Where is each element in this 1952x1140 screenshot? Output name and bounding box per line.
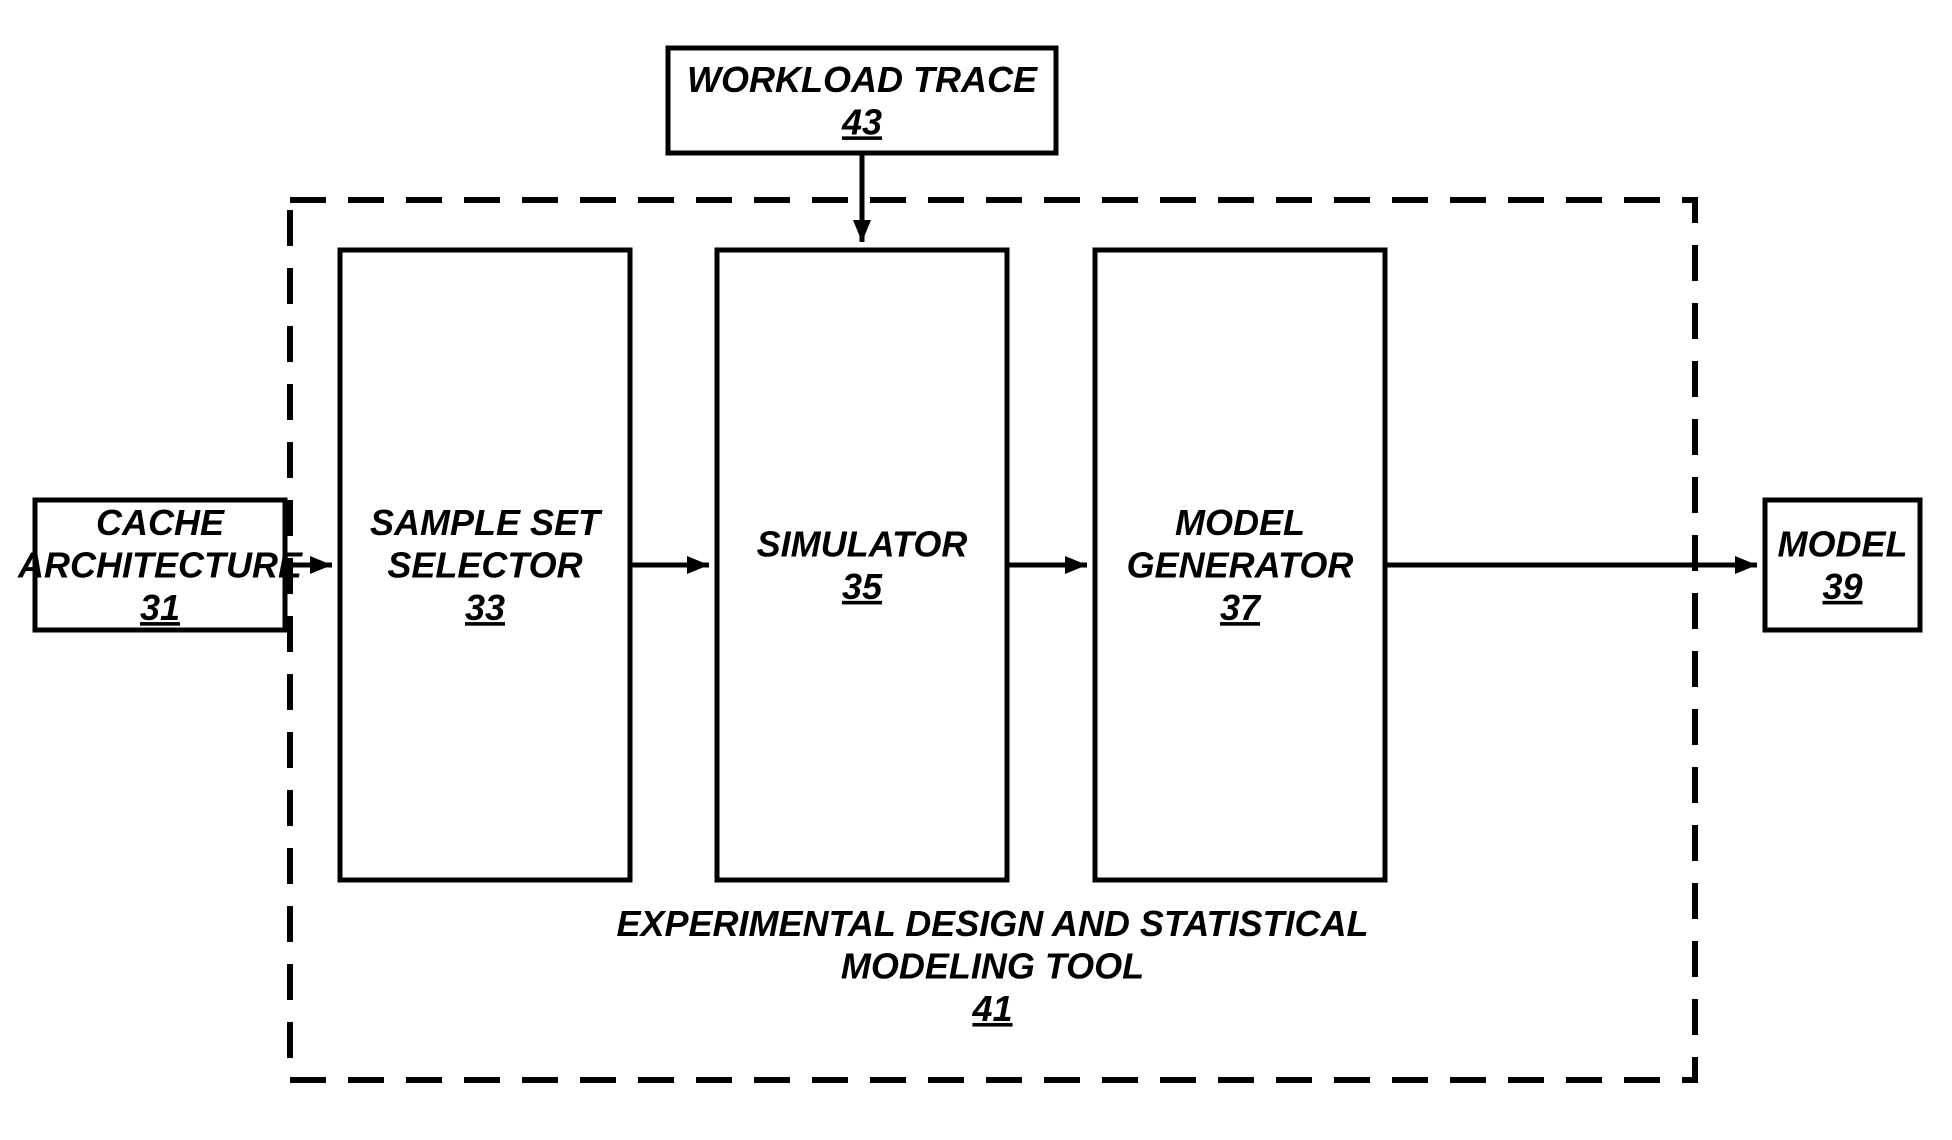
simulator-node: SIMULATOR35 bbox=[717, 250, 1007, 880]
sample-set-selector-label-1: SAMPLE SET bbox=[370, 502, 603, 543]
tool-container-label-line2: MODELING TOOL bbox=[841, 945, 1144, 986]
model-generator-label-2: GENERATOR bbox=[1127, 545, 1354, 586]
workload-trace-label-1: WORKLOAD TRACE bbox=[687, 59, 1038, 100]
workload-trace-number: 43 bbox=[841, 101, 882, 142]
tool-container-label-line1: EXPERIMENTAL DESIGN AND STATISTICAL bbox=[616, 903, 1368, 944]
model-generator-number: 37 bbox=[1220, 587, 1262, 628]
model-node: MODEL39 bbox=[1765, 500, 1920, 630]
sample-set-selector-node: SAMPLE SETSELECTOR33 bbox=[340, 250, 630, 880]
workload-trace-node: WORKLOAD TRACE43 bbox=[668, 48, 1056, 153]
cache-architecture-label-2: ARCHITECTURE bbox=[17, 545, 303, 586]
nodes-layer: CACHEARCHITECTURE31SAMPLE SETSELECTOR33S… bbox=[17, 48, 1920, 880]
sample-set-selector-label-2: SELECTOR bbox=[387, 545, 582, 586]
tool-container-number: 41 bbox=[971, 988, 1012, 1029]
diagram-canvas: EXPERIMENTAL DESIGN AND STATISTICAL MODE… bbox=[0, 0, 1952, 1140]
cache-architecture-label-1: CACHE bbox=[96, 502, 225, 543]
sample-set-selector-number: 33 bbox=[465, 587, 505, 628]
simulator-number: 35 bbox=[842, 566, 883, 607]
cache-architecture-node: CACHEARCHITECTURE31 bbox=[17, 500, 303, 630]
model-generator-label-1: MODEL bbox=[1175, 502, 1305, 543]
model-generator-node: MODELGENERATOR37 bbox=[1095, 250, 1385, 880]
simulator-label-1: SIMULATOR bbox=[757, 523, 968, 564]
model-number: 39 bbox=[1822, 566, 1862, 607]
model-label-1: MODEL bbox=[1778, 523, 1908, 564]
cache-architecture-number: 31 bbox=[140, 587, 180, 628]
